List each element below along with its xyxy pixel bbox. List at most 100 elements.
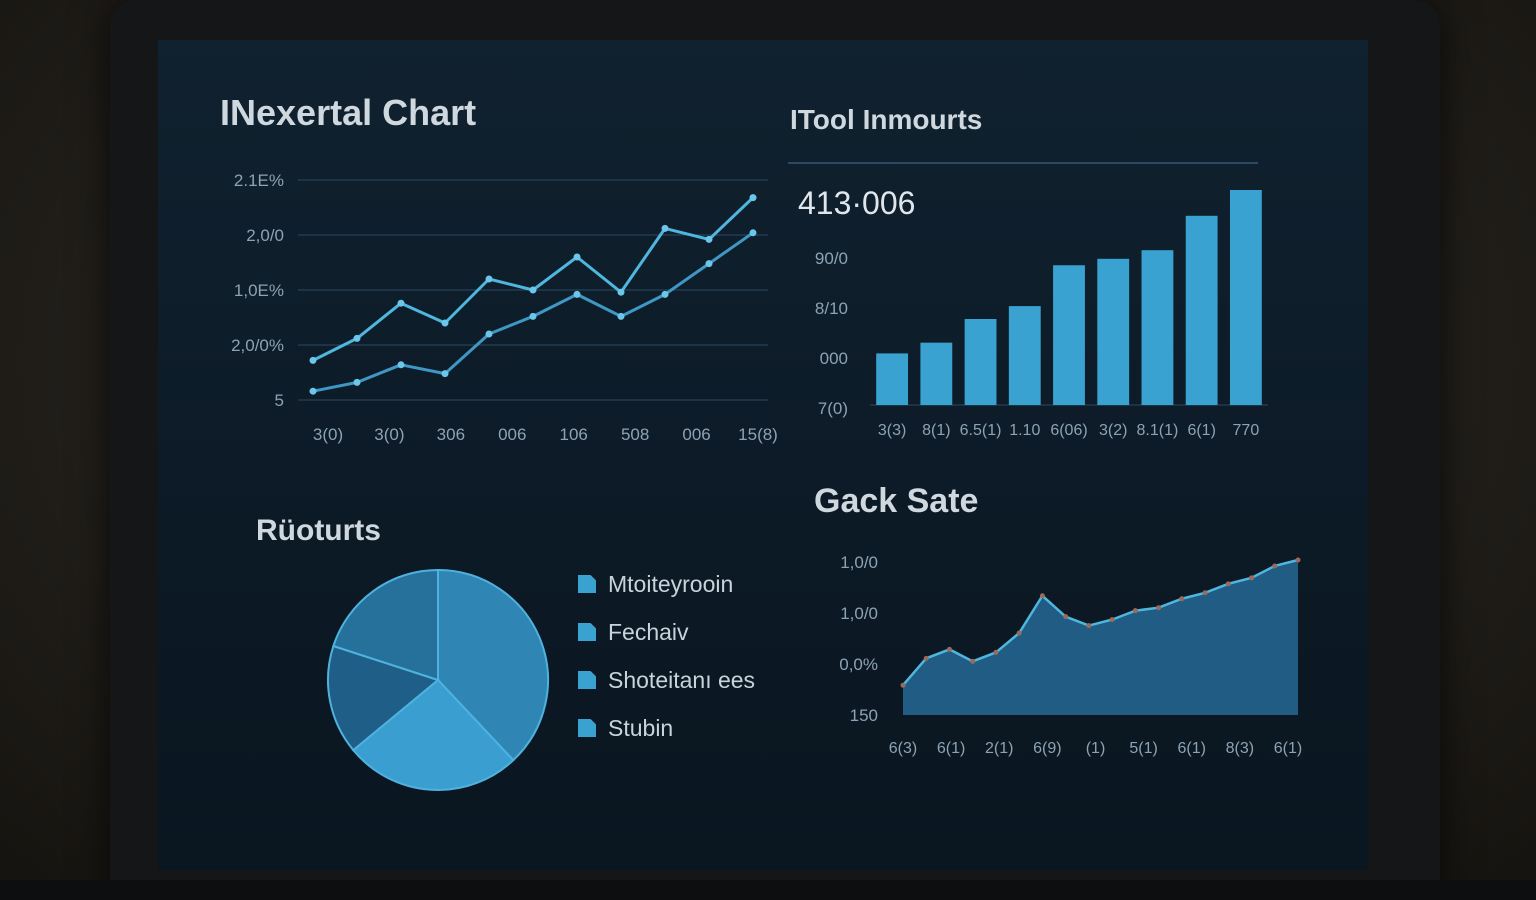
y-tick-label: 5 bbox=[275, 391, 284, 410]
data-point bbox=[1039, 593, 1045, 599]
data-point bbox=[397, 299, 405, 307]
line-chart: 2.1E% 2,0/0 1,0E% 2,0/0% 5 3(0) 3(0) 306 006 106 5… bbox=[231, 171, 778, 444]
data-point bbox=[529, 312, 537, 320]
data-point bbox=[1202, 590, 1208, 596]
x-tick-label: 770 bbox=[1233, 422, 1260, 439]
area-chart: 1,0/0 1,0/0 0,0% 150 6(3) 6(1) 2(1) 6(9) (1) 5(1)… bbox=[839, 553, 1302, 757]
bar-kpi-value: 413·006 bbox=[798, 185, 916, 221]
y-tick-label: 1,0/0 bbox=[840, 553, 878, 572]
area-fill bbox=[903, 560, 1298, 715]
data-point bbox=[1132, 608, 1138, 614]
data-point bbox=[353, 334, 361, 342]
x-tick-label: 5(1) bbox=[1129, 740, 1157, 757]
x-tick-label: 6(1) bbox=[1187, 422, 1215, 439]
data-point bbox=[705, 235, 713, 243]
x-tick-label: 6(1) bbox=[937, 740, 965, 757]
bar bbox=[876, 353, 909, 405]
keyboard-edge bbox=[0, 880, 1536, 900]
bar bbox=[1097, 258, 1130, 405]
data-point bbox=[749, 194, 757, 202]
x-tick-label: 15(8) bbox=[738, 425, 778, 444]
y-tick-label: 8/10 bbox=[815, 299, 848, 318]
legend-label: Mtoiteyrooin bbox=[608, 570, 734, 597]
data-point bbox=[705, 260, 713, 268]
x-tick-label: 006 bbox=[682, 425, 710, 444]
bar bbox=[1141, 250, 1174, 405]
x-tick-label: 8(3) bbox=[1226, 740, 1254, 757]
series-line bbox=[312, 231, 754, 393]
data-point bbox=[1086, 623, 1092, 629]
bar bbox=[1229, 190, 1262, 405]
y-tick-label: 90/0 bbox=[815, 249, 848, 268]
y-tick-label: 150 bbox=[850, 706, 878, 725]
legend-item: Shoteitanı ees bbox=[578, 656, 755, 704]
x-tick-label: 3(0) bbox=[313, 425, 343, 444]
x-tick-label: 6(9) bbox=[1033, 740, 1061, 757]
x-tick-label: 3(3) bbox=[878, 422, 906, 439]
area-chart-title: Gack Sate bbox=[814, 482, 979, 520]
pie-slice bbox=[437, 568, 549, 762]
bar-chart: 90/0 8/10 000 7(0) 3(3) 8(1) 6.5(1) 1.10 6(06) 3(… bbox=[815, 190, 1268, 439]
legend-item: Stubin bbox=[578, 704, 755, 752]
x-tick-label: 006 bbox=[498, 425, 526, 444]
data-point bbox=[1179, 596, 1185, 602]
y-tick-label: 1,0E% bbox=[234, 281, 284, 300]
x-tick-label: 508 bbox=[621, 425, 649, 444]
data-point bbox=[1109, 617, 1115, 623]
folder-icon bbox=[578, 575, 596, 593]
data-point bbox=[573, 253, 581, 261]
x-tick-label: 6(1) bbox=[1178, 740, 1206, 757]
legend-item: Fechaiv bbox=[578, 608, 755, 656]
x-tick-label: 3(2) bbox=[1099, 422, 1127, 439]
bar bbox=[920, 342, 953, 405]
area-line bbox=[902, 558, 1299, 687]
legend-label: Shoteitanı ees bbox=[608, 666, 756, 693]
x-tick-label: 6(1) bbox=[1274, 740, 1302, 757]
data-point bbox=[661, 290, 669, 298]
y-tick-label: 2,0/0% bbox=[231, 336, 284, 355]
pie-legend: Mtoiteyrooin Fechaiv Shoteitanı ees Stub… bbox=[578, 560, 755, 752]
pie-slice bbox=[332, 568, 439, 682]
data-point bbox=[485, 275, 493, 283]
x-tick-label: 306 bbox=[437, 425, 465, 444]
y-tick-label: 7(0) bbox=[818, 399, 848, 418]
data-point bbox=[1249, 575, 1255, 581]
data-point bbox=[946, 646, 952, 652]
x-tick-label: 6.5(1) bbox=[960, 422, 1002, 439]
data-point bbox=[993, 649, 999, 655]
x-tick-label: 6(3) bbox=[889, 740, 917, 757]
data-point bbox=[309, 356, 317, 364]
bar-chart-title: ITool Inmourts bbox=[790, 104, 983, 135]
data-point bbox=[353, 378, 361, 386]
data-point bbox=[485, 330, 493, 338]
x-tick-label: 106 bbox=[560, 425, 588, 444]
y-tick-label: 2,0/0 bbox=[246, 226, 284, 245]
data-point bbox=[309, 387, 317, 395]
x-tick-label: (1) bbox=[1086, 740, 1106, 757]
bar bbox=[1053, 265, 1085, 405]
x-tick-label: 3(0) bbox=[374, 425, 404, 444]
data-point bbox=[617, 312, 625, 320]
x-tick-label: 2(1) bbox=[985, 740, 1013, 757]
folder-icon bbox=[578, 671, 596, 689]
data-point bbox=[749, 229, 757, 237]
data-point bbox=[573, 290, 581, 298]
data-point bbox=[397, 361, 405, 369]
data-point bbox=[1063, 614, 1069, 620]
pie-slice bbox=[351, 678, 515, 791]
line-chart-title: INexertal Chart bbox=[220, 92, 477, 133]
data-point bbox=[1295, 557, 1301, 563]
y-tick-label: 0,0% bbox=[839, 655, 878, 674]
folder-icon bbox=[578, 719, 596, 737]
legend-label: Fechaiv bbox=[608, 618, 689, 645]
legend-label: Stubin bbox=[608, 714, 674, 741]
data-point bbox=[1225, 581, 1231, 587]
x-tick-label: 6(06) bbox=[1050, 422, 1087, 439]
data-point bbox=[1016, 630, 1022, 636]
y-tick-label: 2.1E% bbox=[234, 171, 284, 190]
data-point bbox=[441, 319, 449, 327]
data-point bbox=[617, 288, 625, 296]
data-point bbox=[970, 658, 976, 664]
bar-title-divider bbox=[788, 162, 1258, 164]
data-point bbox=[1156, 605, 1162, 611]
